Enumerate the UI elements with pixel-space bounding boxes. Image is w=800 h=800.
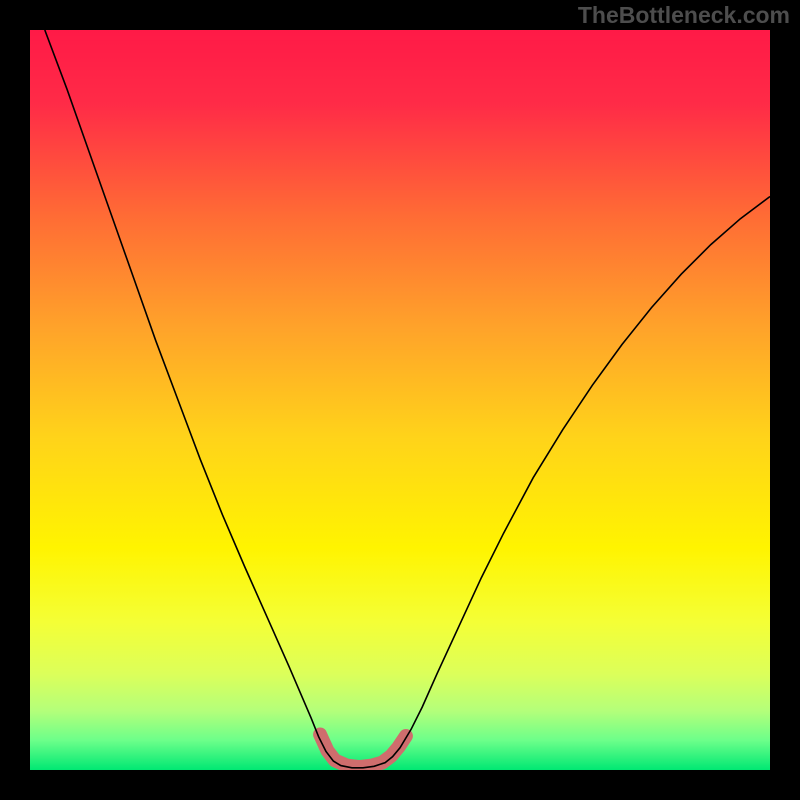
chart-plot-area [30,30,770,770]
bottleneck-curve [45,30,770,768]
chart-curves-svg [30,30,770,770]
watermark-text: TheBottleneck.com [578,2,790,29]
curve-bottom-marker [320,734,406,767]
